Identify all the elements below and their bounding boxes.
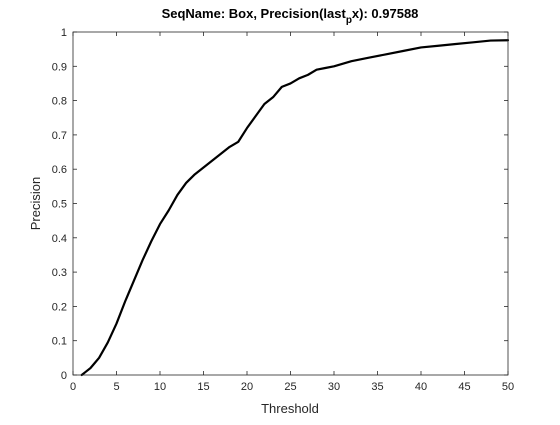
chart-title-suffix: x): 0.97588 xyxy=(352,6,419,21)
y-tick-label: 0.7 xyxy=(52,130,67,142)
x-tick-label: 20 xyxy=(241,381,253,393)
x-tick-label: 0 xyxy=(70,381,76,393)
y-tick-label: 0.2 xyxy=(52,301,67,313)
x-axis-title: Threshold xyxy=(261,401,319,416)
y-tick-label: 0 xyxy=(61,370,67,382)
y-tick-label: 0.1 xyxy=(52,336,67,348)
y-tick-label: 0.4 xyxy=(52,233,67,245)
y-tick-label: 0.9 xyxy=(52,61,67,73)
y-tick-label: 0.5 xyxy=(52,199,67,211)
chart-title: SeqName: Box, Precision(lastpx): 0.97588 xyxy=(162,6,419,26)
y-tick-label: 1 xyxy=(61,27,67,39)
x-tick-label: 10 xyxy=(154,381,166,393)
x-tick-label: 35 xyxy=(371,381,383,393)
chart-title-main: SeqName: Box, Precision(last xyxy=(162,6,347,21)
x-tick-label: 40 xyxy=(415,381,427,393)
y-tick-label: 0.6 xyxy=(52,164,67,176)
x-tick-label: 30 xyxy=(328,381,340,393)
x-tick-label: 5 xyxy=(113,381,119,393)
x-tick-label: 50 xyxy=(502,381,514,393)
y-axis-title: Precision xyxy=(28,177,43,230)
x-tick-label: 25 xyxy=(284,381,296,393)
y-tick-label: 0.3 xyxy=(52,267,67,279)
x-tick-label: 15 xyxy=(197,381,209,393)
y-tick-label: 0.8 xyxy=(52,96,67,108)
x-tick-label: 45 xyxy=(458,381,470,393)
